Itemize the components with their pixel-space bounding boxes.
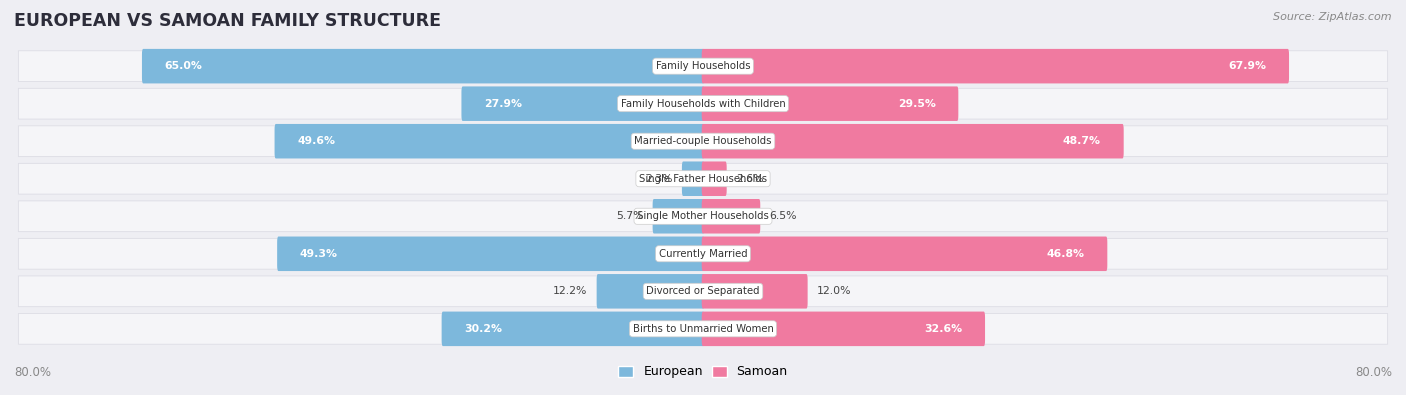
Text: Source: ZipAtlas.com: Source: ZipAtlas.com: [1274, 12, 1392, 22]
Text: 2.6%: 2.6%: [735, 174, 763, 184]
Text: Divorced or Separated: Divorced or Separated: [647, 286, 759, 296]
Text: 12.2%: 12.2%: [553, 286, 588, 296]
Text: 6.5%: 6.5%: [769, 211, 797, 221]
Text: 32.6%: 32.6%: [924, 324, 962, 334]
FancyBboxPatch shape: [702, 199, 761, 233]
FancyBboxPatch shape: [18, 51, 1388, 81]
Text: Single Father Households: Single Father Households: [638, 174, 768, 184]
FancyBboxPatch shape: [702, 49, 1289, 83]
FancyBboxPatch shape: [18, 88, 1388, 119]
Text: 65.0%: 65.0%: [165, 61, 202, 71]
FancyBboxPatch shape: [702, 87, 959, 121]
Text: EUROPEAN VS SAMOAN FAMILY STRUCTURE: EUROPEAN VS SAMOAN FAMILY STRUCTURE: [14, 12, 441, 30]
FancyBboxPatch shape: [596, 274, 704, 308]
FancyBboxPatch shape: [702, 237, 1108, 271]
FancyBboxPatch shape: [702, 312, 986, 346]
FancyBboxPatch shape: [652, 199, 704, 233]
FancyBboxPatch shape: [18, 276, 1388, 307]
Text: 2.3%: 2.3%: [645, 174, 673, 184]
FancyBboxPatch shape: [18, 314, 1388, 344]
FancyBboxPatch shape: [702, 124, 1123, 158]
Text: 29.5%: 29.5%: [897, 99, 935, 109]
FancyBboxPatch shape: [441, 312, 704, 346]
Text: Currently Married: Currently Married: [658, 249, 748, 259]
FancyBboxPatch shape: [18, 239, 1388, 269]
FancyBboxPatch shape: [18, 164, 1388, 194]
Text: 80.0%: 80.0%: [1355, 366, 1392, 379]
Text: 27.9%: 27.9%: [484, 99, 522, 109]
Text: 48.7%: 48.7%: [1063, 136, 1101, 146]
FancyBboxPatch shape: [274, 124, 704, 158]
FancyBboxPatch shape: [18, 126, 1388, 156]
Text: Married-couple Households: Married-couple Households: [634, 136, 772, 146]
Text: Family Households with Children: Family Households with Children: [620, 99, 786, 109]
FancyBboxPatch shape: [702, 162, 727, 196]
Legend: European, Samoan: European, Samoan: [613, 360, 793, 384]
FancyBboxPatch shape: [18, 201, 1388, 231]
FancyBboxPatch shape: [142, 49, 704, 83]
Text: 46.8%: 46.8%: [1046, 249, 1084, 259]
Text: 49.6%: 49.6%: [298, 136, 336, 146]
Text: Births to Unmarried Women: Births to Unmarried Women: [633, 324, 773, 334]
Text: 5.7%: 5.7%: [616, 211, 644, 221]
FancyBboxPatch shape: [682, 162, 704, 196]
Text: 49.3%: 49.3%: [299, 249, 337, 259]
Text: Single Mother Households: Single Mother Households: [637, 211, 769, 221]
FancyBboxPatch shape: [461, 87, 704, 121]
FancyBboxPatch shape: [702, 274, 807, 308]
Text: 67.9%: 67.9%: [1229, 61, 1267, 71]
FancyBboxPatch shape: [277, 237, 704, 271]
Text: 80.0%: 80.0%: [14, 366, 51, 379]
Text: Family Households: Family Households: [655, 61, 751, 71]
Text: 30.2%: 30.2%: [464, 324, 502, 334]
Text: 12.0%: 12.0%: [817, 286, 851, 296]
